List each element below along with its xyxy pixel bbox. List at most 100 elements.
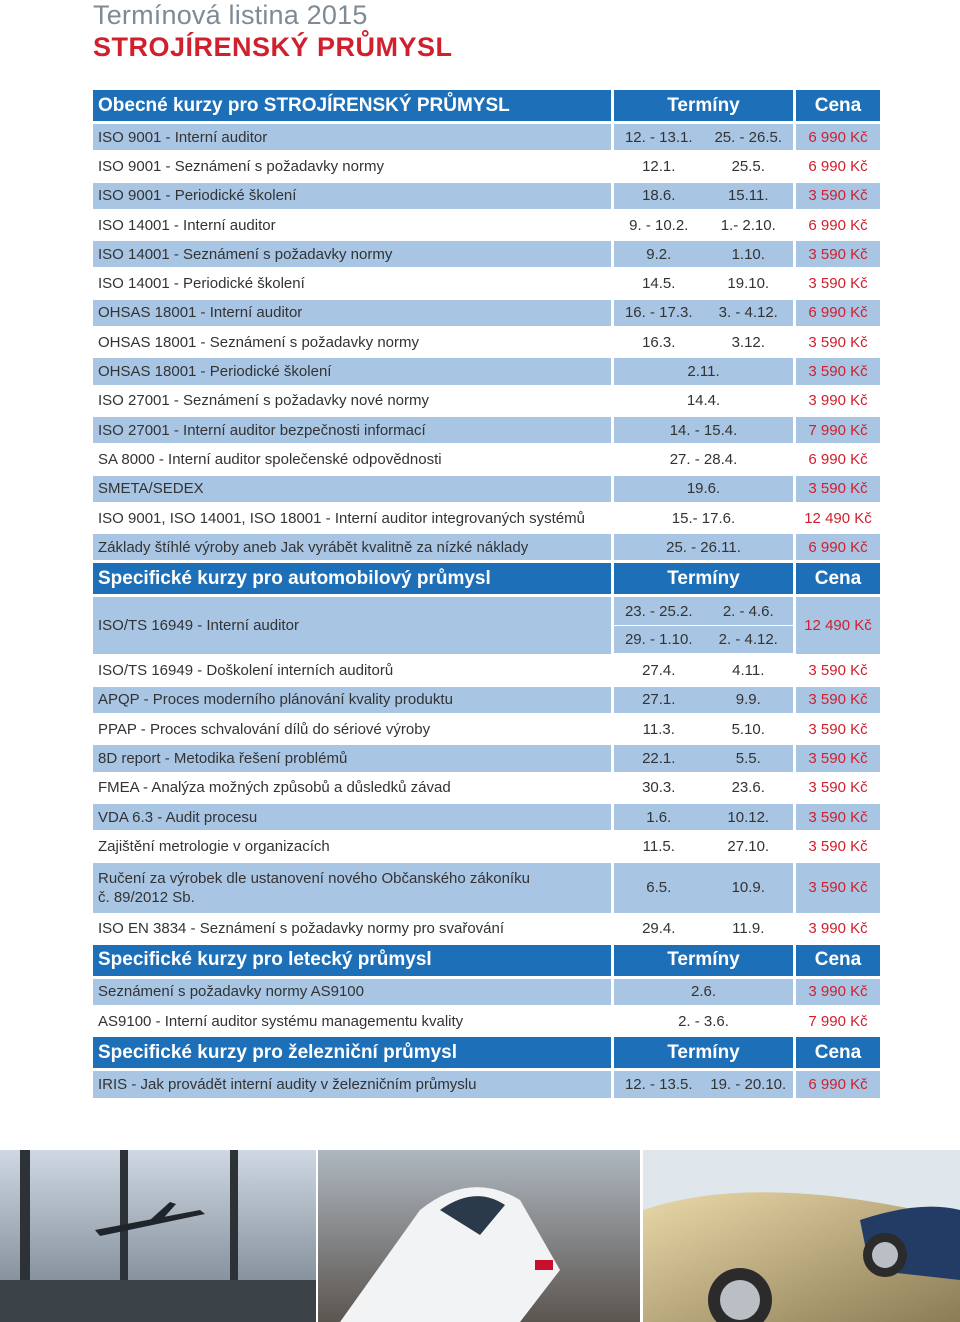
course-row: ISO EN 3834 - Seznámení s požadavky norm… bbox=[93, 916, 880, 942]
course-date: 15.- 17.6. bbox=[671, 509, 736, 527]
course-price: 6 990 Kč bbox=[808, 157, 868, 175]
price-header: Cena bbox=[796, 563, 880, 595]
course-row: ISO 14001 - Periodické školení 14.5. 19.10… bbox=[93, 270, 880, 296]
course-price: 3 590 Kč bbox=[808, 837, 868, 855]
course-price: 12 490 Kč bbox=[804, 509, 872, 527]
course-name: ISO EN 3834 - Seznámení s požadavky norm… bbox=[98, 920, 505, 938]
course-price: 6 990 Kč bbox=[808, 450, 868, 468]
dates-header: Termíny bbox=[614, 944, 793, 976]
course-row: 8D report - Metodika řešení problémů 22.1… bbox=[93, 745, 880, 772]
course-name: IRIS - Jak provádět interní audity v žel… bbox=[93, 1071, 611, 1098]
course-dates: 9. - 10.2. 1.- 2.10. bbox=[614, 212, 793, 238]
train-photo bbox=[318, 1150, 640, 1322]
course-date: 2. - 4.6. bbox=[703, 597, 793, 626]
course-dates: 29.4. 11.9. bbox=[614, 916, 793, 942]
course-date: 11.5. bbox=[642, 837, 675, 855]
course-row: ISO 14001 - Seznámení s požadavky normy 9… bbox=[93, 241, 880, 268]
course-date: 2.6. bbox=[690, 983, 717, 1001]
dates-header: Termíny bbox=[614, 1037, 793, 1069]
course-date: 23. - 25.2. bbox=[614, 597, 704, 626]
section-title: Obecné kurzy pro STROJÍRENSKÝ PRŮMYSL bbox=[93, 90, 611, 121]
course-dates: 14.5. 19.10. bbox=[614, 270, 793, 296]
course-name: AS9100 - Interní auditor systému managem… bbox=[98, 1012, 464, 1030]
section-header: Specifické kurzy pro letecký průmysl Term… bbox=[93, 944, 880, 976]
course-name: ISO/TS 16949 - Doškolení interních audit… bbox=[98, 662, 394, 680]
course-date: 2. - 4.12. bbox=[703, 626, 793, 655]
course-dates: 22.1. 5.5. bbox=[614, 745, 793, 772]
course-dates: 16.3. 3.12. bbox=[614, 329, 793, 355]
course-date: 19. - 20.10. bbox=[710, 1076, 787, 1094]
course-name: SA 8000 - Interní auditor společenské od… bbox=[98, 450, 442, 468]
course-row: AS9100 - Interní auditor systému managem… bbox=[93, 1008, 880, 1034]
course-date: 27. - 28.4. bbox=[669, 450, 738, 468]
course-price: 3 590 Kč bbox=[808, 720, 868, 738]
course-dates: 15.- 17.6. bbox=[614, 505, 793, 531]
course-row: ISO/TS 16949 - Interní auditor 23. - 25.2… bbox=[93, 597, 880, 655]
course-name: OHSAS 18001 - Periodické školení bbox=[93, 358, 611, 385]
course-date: 5.5. bbox=[735, 749, 761, 767]
course-price: 3 590 Kč bbox=[808, 333, 868, 351]
course-date: 27.4. bbox=[642, 662, 676, 680]
course-name: VDA 6.3 - Audit procesu bbox=[93, 803, 611, 831]
course-dates: 27.1. 9.9. bbox=[614, 686, 793, 714]
course-price: 7 990 Kč bbox=[796, 416, 880, 444]
section-header: Specifické kurzy pro železniční průmysl T… bbox=[93, 1037, 880, 1069]
course-price: 3 590 Kč bbox=[796, 241, 880, 268]
course-name: OHSAS 18001 - Seznámení s požadavky norm… bbox=[98, 333, 419, 351]
course-dates: 25. - 26.11. bbox=[614, 534, 793, 561]
course-name: Základy štíhlé výroby aneb Jak vyrábět k… bbox=[93, 534, 611, 561]
course-row: SMETA/SEDEX 19.6. 3 590 Kč bbox=[93, 475, 880, 502]
subtitle: STROJÍRENSKÝ PRŮMYSL bbox=[93, 32, 453, 62]
course-dates: 9.2. 1.10. bbox=[614, 241, 793, 268]
course-name: OHSAS 18001 - Interní auditor bbox=[93, 299, 611, 327]
course-price: 6 990 Kč bbox=[796, 299, 880, 327]
course-price: 3 590 Kč bbox=[808, 275, 868, 293]
course-date: 15.11. bbox=[727, 187, 769, 205]
course-price: 3 590 Kč bbox=[796, 686, 880, 714]
course-row: ISO 9001 - Seznámení s požadavky normy 12… bbox=[93, 153, 880, 179]
course-price: 6 990 Kč bbox=[808, 216, 868, 234]
course-row: ISO 27001 - Interní auditor bezpečnosti … bbox=[93, 416, 880, 444]
course-row: IRIS - Jak provádět interní audity v žel… bbox=[93, 1071, 880, 1098]
course-name: ISO 14001 - Periodické školení bbox=[98, 275, 305, 293]
price-header: Cena bbox=[796, 1037, 880, 1069]
title: Termínová listina 2015 bbox=[93, 0, 368, 30]
course-row: OHSAS 18001 - Interní auditor 16. - 17.3.… bbox=[93, 299, 880, 327]
course-row: SA 8000 - Interní auditor společenské od… bbox=[93, 446, 880, 472]
course-dates: 23. - 25.2. 2. - 4.6. 29. - 1.10. 2. - 4.12… bbox=[614, 597, 793, 655]
course-name: ISO 27001 - Interní auditor bezpečnosti … bbox=[93, 416, 611, 444]
course-date: 12. - 13.5. bbox=[624, 1076, 693, 1094]
course-price: 6 990 Kč bbox=[796, 534, 880, 561]
course-date: 1.6. bbox=[646, 808, 672, 826]
course-dates: 18.6. 15.11. bbox=[614, 182, 793, 209]
airport-photo bbox=[0, 1150, 316, 1322]
course-date: 12.1. bbox=[642, 157, 676, 175]
course-dates: 2.6. bbox=[614, 978, 793, 1006]
course-dates: 27. - 28.4. bbox=[614, 446, 793, 472]
course-name: ISO 14001 - Seznámení s požadavky normy bbox=[93, 241, 611, 268]
course-date: 9.2. bbox=[646, 245, 672, 263]
course-row: OHSAS 18001 - Seznámení s požadavky norm… bbox=[93, 329, 880, 355]
course-price: 3 990 Kč bbox=[808, 392, 868, 410]
course-row: Základy štíhlé výroby aneb Jak vyrábět k… bbox=[93, 534, 880, 561]
course-dates: 14.4. bbox=[614, 388, 793, 414]
course-date: 1.10. bbox=[731, 245, 765, 263]
course-dates: 11.3. 5.10. bbox=[614, 716, 793, 742]
course-row: ISO 14001 - Interní auditor 9. - 10.2. 1.-… bbox=[93, 212, 880, 238]
course-name: ISO/TS 16949 - Interní auditor bbox=[93, 597, 611, 655]
section-title: Specifické kurzy pro letecký průmysl bbox=[93, 944, 611, 976]
course-name: FMEA - Analýza možných způsobů a důsledk… bbox=[98, 779, 451, 797]
course-price: 3 590 Kč bbox=[796, 745, 880, 772]
course-row: ISO 9001 - Interní auditor 12. - 13.1. 25.… bbox=[93, 124, 880, 151]
dates-header: Termíny bbox=[614, 90, 793, 121]
course-dates: 16. - 17.3. 3. - 4.12. bbox=[614, 299, 793, 327]
course-date: 4.11. bbox=[732, 662, 765, 680]
course-dates: 6.5. 10.9. bbox=[614, 862, 793, 913]
course-date: 18.6. bbox=[642, 187, 676, 205]
course-date: 5.10. bbox=[731, 720, 765, 738]
course-price: 3 590 Kč bbox=[796, 803, 880, 831]
course-price: 3 990 Kč bbox=[796, 978, 880, 1006]
course-date: 22.1. bbox=[642, 749, 676, 767]
course-date: 11.3. bbox=[642, 720, 675, 738]
